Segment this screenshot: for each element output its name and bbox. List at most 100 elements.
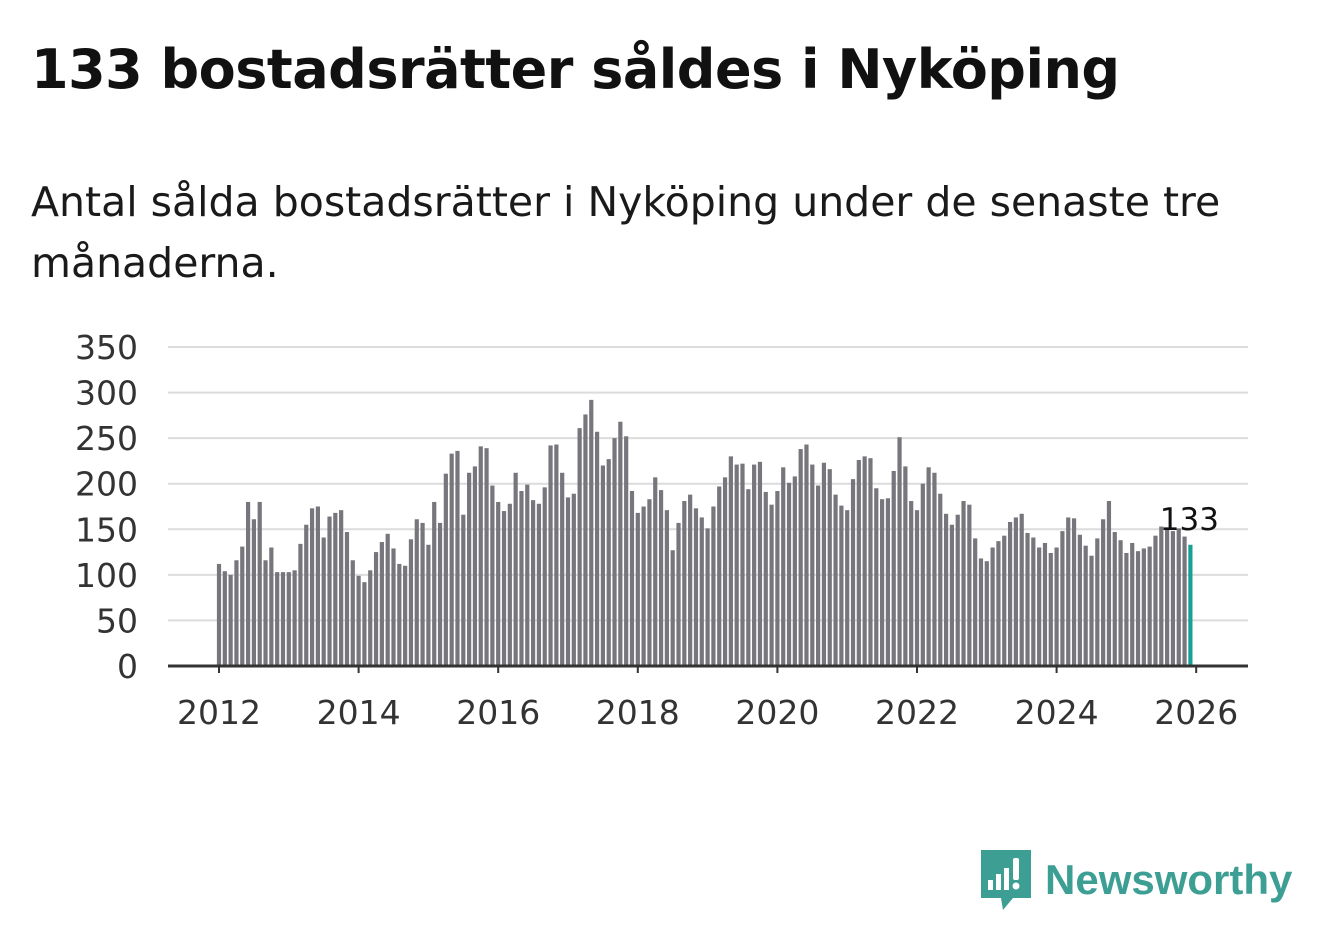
bar xyxy=(1042,542,1048,666)
bar xyxy=(1060,531,1065,666)
bar xyxy=(746,489,751,666)
bar xyxy=(658,490,664,666)
bar xyxy=(275,572,280,666)
bar xyxy=(1095,538,1100,666)
bar xyxy=(1071,518,1077,666)
bar xyxy=(1031,537,1036,666)
bar xyxy=(1112,532,1117,666)
bar xyxy=(618,421,623,666)
bar xyxy=(943,513,949,666)
bar xyxy=(856,460,861,666)
bar xyxy=(1083,545,1088,666)
bar xyxy=(292,570,297,666)
bar xyxy=(1002,535,1007,666)
bar xyxy=(490,485,495,666)
bar xyxy=(333,512,338,666)
bar xyxy=(728,456,733,666)
bar xyxy=(781,467,786,666)
bar xyxy=(676,522,681,666)
bar xyxy=(583,414,588,666)
bar xyxy=(344,532,350,666)
bar xyxy=(420,522,425,666)
bar xyxy=(763,491,768,666)
bar xyxy=(978,558,984,666)
bar xyxy=(664,510,669,666)
bar xyxy=(827,469,832,666)
bar xyxy=(542,487,547,666)
bar xyxy=(589,399,594,666)
bar xyxy=(240,546,245,666)
bar xyxy=(693,508,699,666)
x-tick-label: 2026 xyxy=(1154,693,1238,732)
y-tick-label: 200 xyxy=(75,465,138,504)
bar xyxy=(653,477,658,666)
y-tick-label: 50 xyxy=(96,601,138,640)
bar xyxy=(315,506,320,666)
bar xyxy=(688,494,693,666)
bar xyxy=(484,448,489,666)
bar xyxy=(309,508,315,666)
bar xyxy=(467,472,472,666)
bar xyxy=(600,465,605,666)
last-value-label: 133 xyxy=(1160,502,1219,538)
bar xyxy=(234,560,239,666)
bar xyxy=(885,498,891,666)
bar xyxy=(891,470,896,666)
bar xyxy=(711,506,716,666)
bar xyxy=(967,504,972,666)
x-axis-labels: 2012 2014 2016 2018 2020 2022 2024 2026 xyxy=(177,666,1238,732)
x-tick-label: 2016 xyxy=(456,693,540,732)
x-tick-label: 2012 xyxy=(177,693,261,732)
bar xyxy=(263,560,268,666)
bar xyxy=(1135,551,1141,666)
bar xyxy=(670,550,675,666)
bar xyxy=(909,501,914,666)
bar xyxy=(397,563,402,666)
bar xyxy=(786,482,792,666)
bar xyxy=(245,501,251,666)
bar xyxy=(368,570,373,666)
bar xyxy=(437,522,443,666)
bar xyxy=(251,519,256,666)
bar xyxy=(1170,531,1176,666)
newsworthy-logo-icon xyxy=(981,850,1031,910)
bar xyxy=(629,491,635,666)
bar xyxy=(414,519,419,666)
bar xyxy=(1159,526,1164,666)
bar xyxy=(1118,540,1123,666)
bar xyxy=(792,476,797,666)
bar xyxy=(496,501,501,666)
bar xyxy=(920,483,925,666)
bar xyxy=(990,547,995,666)
bar xyxy=(577,428,582,666)
bar xyxy=(1066,517,1071,666)
bar xyxy=(449,453,454,666)
bar xyxy=(461,514,466,666)
bar xyxy=(1130,542,1135,666)
bar xyxy=(635,512,640,666)
bar xyxy=(798,449,803,666)
bar xyxy=(624,436,629,666)
bar xyxy=(1147,546,1152,666)
y-tick-label: 150 xyxy=(75,510,138,549)
bar xyxy=(1188,544,1193,666)
bar xyxy=(321,537,326,666)
bar xyxy=(222,571,227,666)
bar xyxy=(606,459,611,666)
y-tick-label: 300 xyxy=(75,374,138,413)
bar xyxy=(565,497,571,666)
bar xyxy=(472,466,478,666)
bar xyxy=(432,501,437,666)
bar xyxy=(740,463,745,666)
bar xyxy=(379,542,384,666)
bar xyxy=(385,533,390,666)
bar xyxy=(531,500,536,666)
bar xyxy=(1089,555,1094,666)
chart-subtitle: Antal sålda bostadsrätter i Nyköping und… xyxy=(31,178,1221,287)
bar xyxy=(1077,534,1082,666)
bar xyxy=(612,438,617,666)
bar xyxy=(874,488,879,666)
bar xyxy=(845,510,850,666)
bar xyxy=(286,572,291,666)
